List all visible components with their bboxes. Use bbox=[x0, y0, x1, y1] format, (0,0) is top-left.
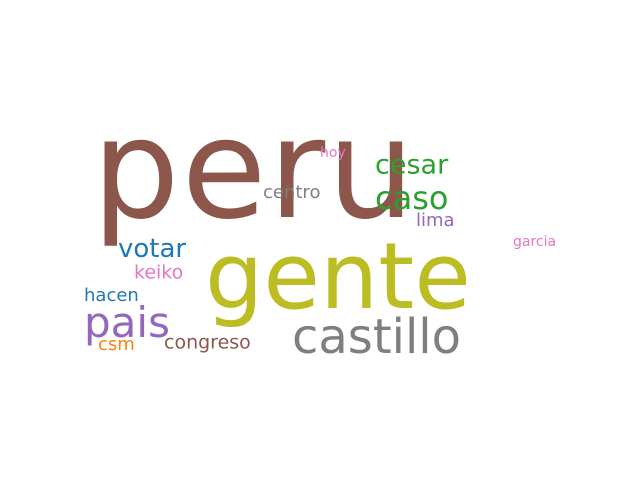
word-votar: votar bbox=[118, 234, 187, 264]
word-lima: lima bbox=[416, 210, 455, 231]
word-caso: caso bbox=[375, 179, 449, 217]
word-congreso: congreso bbox=[164, 331, 251, 354]
word-gente: gente bbox=[205, 223, 471, 330]
word-csm: csm bbox=[98, 334, 135, 355]
word-garcia: garcia bbox=[513, 234, 557, 250]
word-hacen: hacen bbox=[84, 285, 139, 306]
word-centro: centro bbox=[263, 182, 321, 203]
word-hoy: hoy bbox=[320, 145, 346, 161]
word-cesar: cesar bbox=[375, 149, 449, 181]
word-peru: peru bbox=[92, 89, 417, 250]
word-castillo: castillo bbox=[292, 309, 462, 365]
word-pais: pais bbox=[84, 298, 170, 347]
word-keiko: keiko bbox=[134, 261, 184, 284]
